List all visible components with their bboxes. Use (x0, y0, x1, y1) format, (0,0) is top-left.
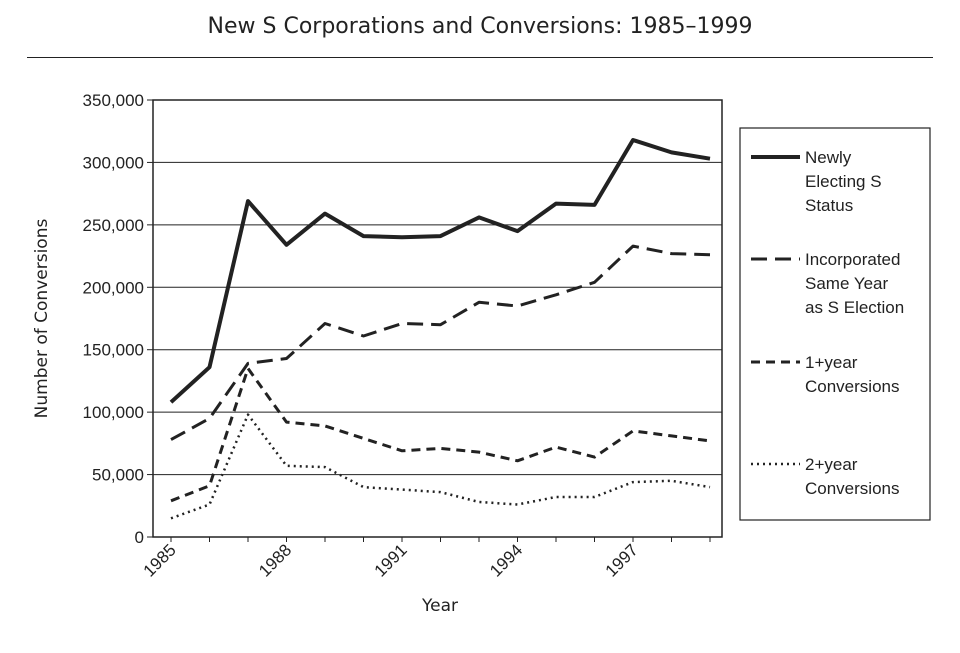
y-tick-label: 350,000 (83, 91, 144, 110)
legend-label: Same Year (805, 274, 889, 293)
legend-label: Electing S (805, 172, 882, 191)
y-tick-label: 0 (135, 528, 144, 547)
legend-label: as S Election (805, 298, 904, 317)
legend-label: 1+year (805, 353, 858, 372)
legend-label: Conversions (805, 479, 900, 498)
title-divider (27, 57, 933, 58)
y-tick-label: 300,000 (83, 153, 144, 172)
legend-label: Newly (805, 148, 852, 167)
series-line-3 (170, 366, 711, 503)
x-tick-label: 1991 (371, 540, 411, 580)
y-tick-label: 100,000 (83, 403, 144, 422)
legend (739, 127, 931, 521)
y-tick-label: 200,000 (83, 278, 144, 297)
series-line-1 (169, 138, 711, 404)
x-tick-label: 1994 (486, 540, 526, 580)
y-tick-label: 50,000 (92, 466, 144, 485)
y-tick-label: 150,000 (83, 341, 144, 360)
chart-title: New S Corporations and Conversions: 1985… (207, 14, 753, 39)
plot-frame (152, 99, 723, 538)
series-line-2 (170, 244, 711, 441)
series-line-4 (170, 413, 711, 520)
y-axis-ticks: 0 50,000 100,000 150,000 200,000 250,000 300,0… (83, 91, 153, 547)
legend-label: 2+year (805, 455, 858, 474)
y-axis-title: Number of Conversions (32, 219, 52, 419)
legend-label: Incorporated (805, 250, 900, 269)
legend-label: Conversions (805, 377, 900, 396)
x-tick-label: 1988 (255, 540, 295, 580)
x-axis-ticks: 1985 1988 1991 1994 1997 (140, 537, 711, 581)
x-tick-label: 1997 (602, 540, 642, 580)
x-tick-label: 1985 (140, 540, 180, 580)
series-lines (169, 138, 711, 520)
y-tick-label: 250,000 (83, 216, 144, 235)
x-axis-title: Year (421, 596, 458, 616)
legend-items: Newly Electing S Status Incorporated Same Ye… (751, 148, 904, 498)
legend-label: Status (805, 196, 853, 215)
gridlines (153, 99, 722, 538)
